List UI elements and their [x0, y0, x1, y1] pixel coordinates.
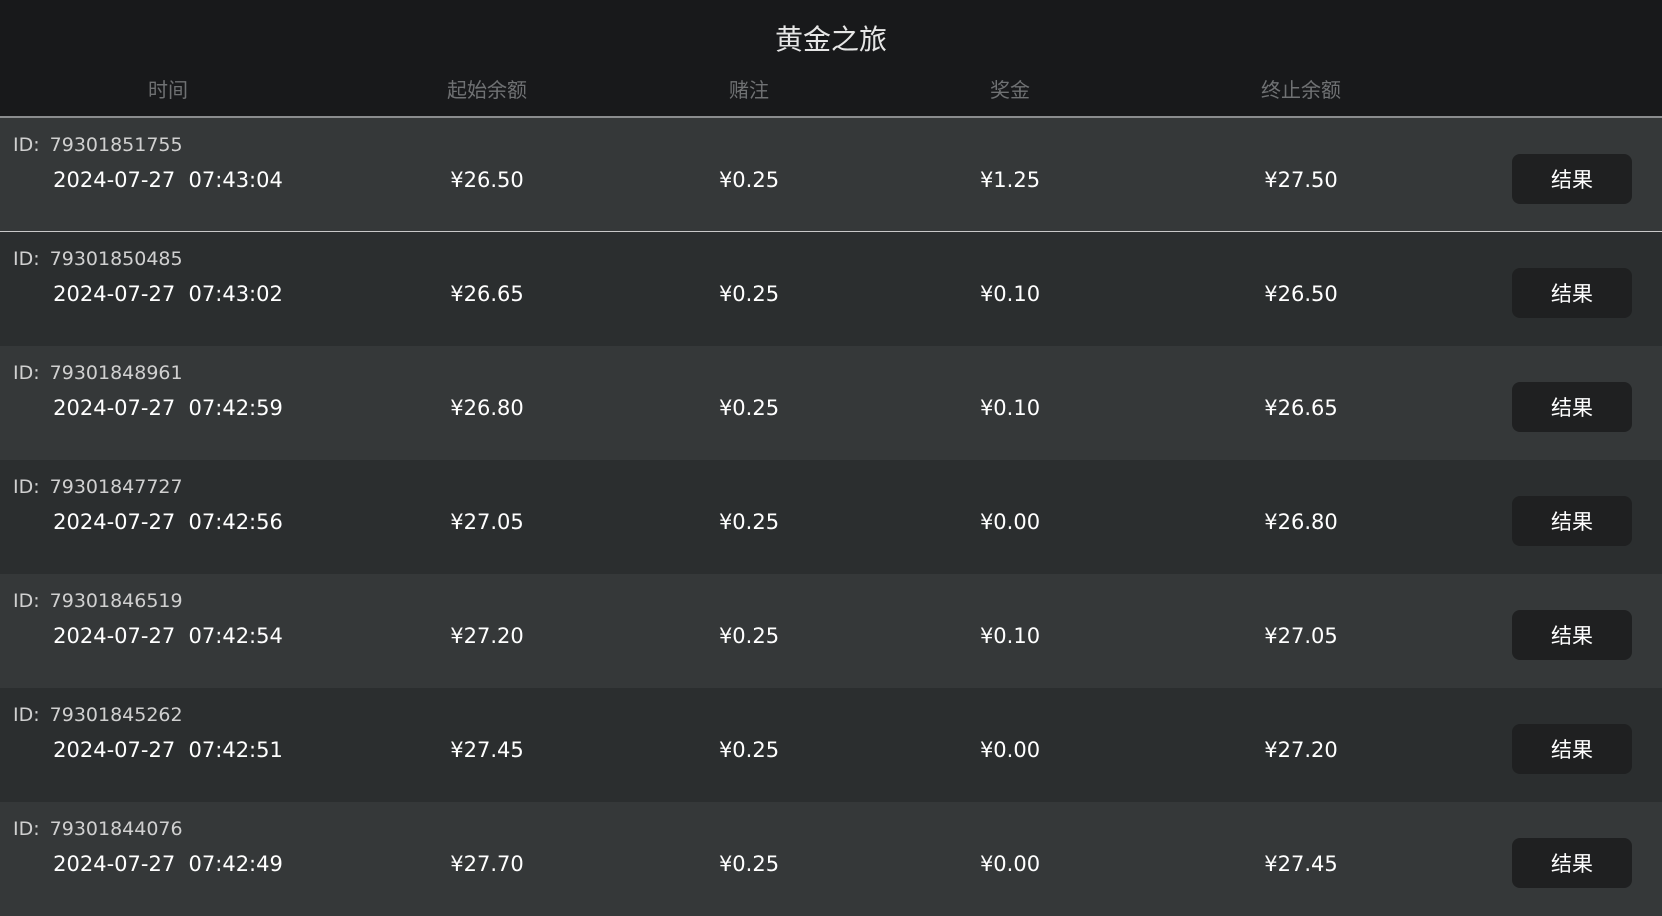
id-label: ID: [13, 362, 40, 384]
start-balance-cell: ¥26.65 [450, 282, 524, 306]
end-balance-cell: ¥27.50 [1264, 168, 1338, 192]
time-cell: 2024-07-27 07:42:59 [53, 396, 283, 420]
column-header-time: 时间 [148, 78, 188, 102]
win-cell: ¥0.00 [979, 852, 1041, 876]
result-button[interactable]: 结果 [1512, 382, 1632, 432]
time-cell: 2024-07-27 07:42:54 [53, 624, 283, 648]
start-balance-cell: ¥27.45 [450, 738, 524, 762]
bet-cell: ¥0.25 [718, 168, 780, 192]
time-cell: 2024-07-27 07:43:04 [53, 168, 283, 192]
column-header-bet: 赌注 [729, 78, 769, 102]
id-label: ID: [13, 704, 40, 726]
start-balance-cell: ¥26.80 [450, 396, 524, 420]
bet-cell: ¥0.25 [718, 282, 780, 306]
history-list: ID: 79301851755 2024-07-27 07:43:04 ¥26.5… [0, 118, 1662, 916]
bet-cell: ¥0.25 [718, 624, 780, 648]
id-value: 79301848961 [49, 362, 183, 384]
round-id: ID: 79301844076 [13, 818, 183, 840]
id-value: 79301851755 [49, 134, 183, 156]
table-row: ID: 79301848961 2024-07-27 07:42:59 ¥26.8… [0, 346, 1662, 460]
round-id: ID: 79301845262 [13, 704, 183, 726]
result-button[interactable]: 结果 [1512, 724, 1632, 774]
start-balance-cell: ¥27.05 [450, 510, 524, 534]
win-cell: ¥0.10 [979, 624, 1041, 648]
round-id: ID: 79301850485 [13, 248, 183, 270]
round-id: ID: 79301847727 [13, 476, 183, 498]
end-balance-cell: ¥26.50 [1264, 282, 1338, 306]
table-row: ID: 79301851755 2024-07-27 07:43:04 ¥26.5… [0, 118, 1662, 232]
time-cell: 2024-07-27 07:42:56 [53, 510, 283, 534]
page-title: 黄金之旅 [774, 23, 887, 56]
result-button[interactable]: 结果 [1512, 838, 1632, 888]
round-id: ID: 79301851755 [13, 134, 183, 156]
end-balance-cell: ¥27.20 [1264, 738, 1338, 762]
win-cell: ¥0.10 [979, 282, 1041, 306]
id-label: ID: [13, 134, 40, 156]
column-header-end-balance: 终止余额 [1261, 78, 1341, 102]
end-balance-cell: ¥26.80 [1264, 510, 1338, 534]
id-label: ID: [13, 590, 40, 612]
result-button[interactable]: 结果 [1512, 496, 1632, 546]
id-value: 79301846519 [49, 590, 183, 612]
id-label: ID: [13, 248, 40, 270]
table-row: ID: 79301846519 2024-07-27 07:42:54 ¥27.2… [0, 574, 1662, 688]
round-id: ID: 79301846519 [13, 590, 183, 612]
start-balance-cell: ¥27.70 [450, 852, 524, 876]
bet-cell: ¥0.25 [718, 510, 780, 534]
end-balance-cell: ¥27.05 [1264, 624, 1338, 648]
time-cell: 2024-07-27 07:43:02 [53, 282, 283, 306]
table-row: ID: 79301847727 2024-07-27 07:42:56 ¥27.0… [0, 460, 1662, 574]
bet-cell: ¥0.25 [718, 738, 780, 762]
table-row: ID: 79301845262 2024-07-27 07:42:51 ¥27.4… [0, 688, 1662, 802]
table-row: ID: 79301850485 2024-07-27 07:43:02 ¥26.6… [0, 232, 1662, 346]
header: 黄金之旅 时间 起始余额 赌注 奖金 终止余额 [0, 0, 1662, 118]
id-label: ID: [13, 476, 40, 498]
win-cell: ¥1.25 [979, 168, 1041, 192]
end-balance-cell: ¥26.65 [1264, 396, 1338, 420]
result-button[interactable]: 结果 [1512, 268, 1632, 318]
table-row: ID: 79301844076 2024-07-27 07:42:49 ¥27.7… [0, 802, 1662, 916]
result-button[interactable]: 结果 [1512, 610, 1632, 660]
start-balance-cell: ¥27.20 [450, 624, 524, 648]
time-cell: 2024-07-27 07:42:49 [53, 852, 283, 876]
id-value: 79301844076 [49, 818, 183, 840]
round-id: ID: 79301848961 [13, 362, 183, 384]
win-cell: ¥0.00 [979, 510, 1041, 534]
id-value: 79301847727 [49, 476, 183, 498]
bet-cell: ¥0.25 [718, 852, 780, 876]
time-cell: 2024-07-27 07:42:51 [53, 738, 283, 762]
column-header-win: 奖金 [990, 78, 1030, 102]
id-value: 79301845262 [49, 704, 183, 726]
start-balance-cell: ¥26.50 [450, 168, 524, 192]
win-cell: ¥0.00 [979, 738, 1041, 762]
end-balance-cell: ¥27.45 [1264, 852, 1338, 876]
bet-cell: ¥0.25 [718, 396, 780, 420]
column-header-start-balance: 起始余额 [447, 78, 527, 102]
id-label: ID: [13, 818, 40, 840]
win-cell: ¥0.10 [979, 396, 1041, 420]
result-button[interactable]: 结果 [1512, 154, 1632, 204]
id-value: 79301850485 [49, 248, 183, 270]
